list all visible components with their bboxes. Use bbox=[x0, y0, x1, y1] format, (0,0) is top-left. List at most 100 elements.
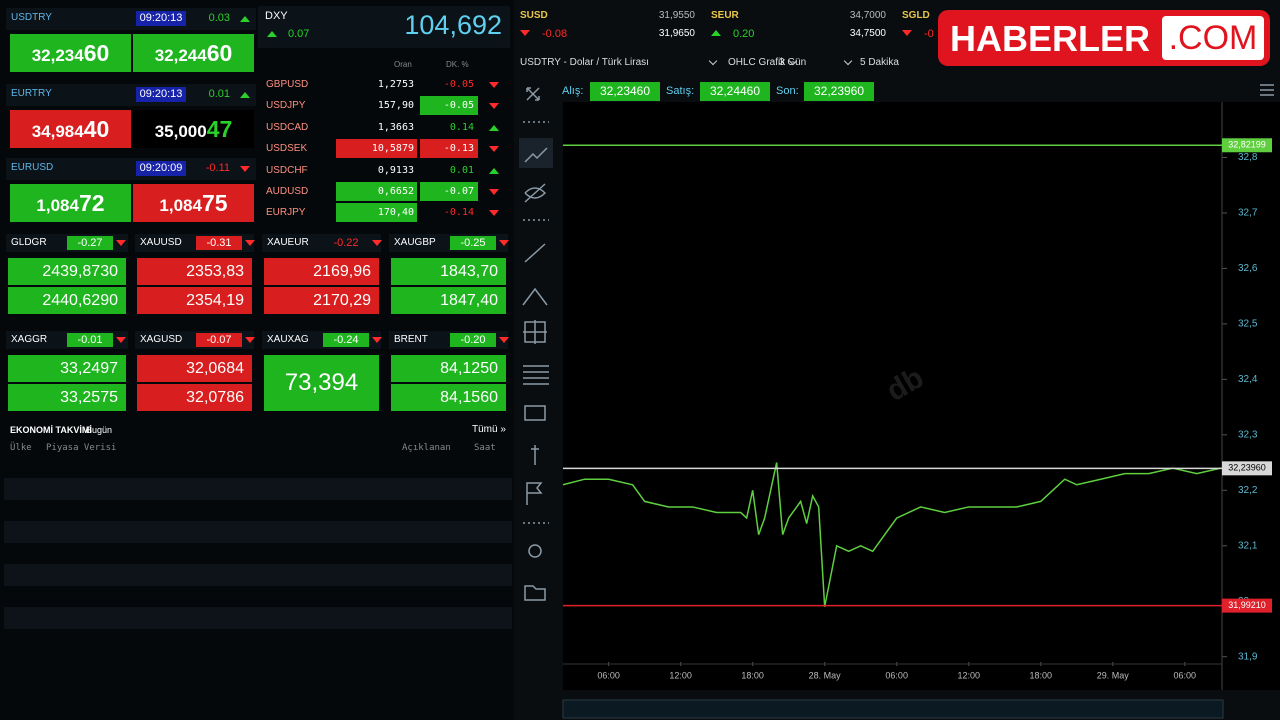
icon-zoom[interactable] bbox=[528, 544, 542, 558]
table-header: DK. % bbox=[446, 60, 469, 69]
calendar-all[interactable]: Tümü » bbox=[472, 424, 506, 435]
chart: db31,93232,132,232,332,432,532,632,732,8… bbox=[519, 84, 1280, 719]
metal-symbol: XAGGR bbox=[11, 334, 48, 345]
metal-change: -0.01 bbox=[67, 333, 113, 347]
metal-bid[interactable]: 2169,96 bbox=[264, 258, 379, 285]
icon-fullscreen[interactable] bbox=[526, 87, 540, 101]
metal-change: -0.31 bbox=[196, 236, 242, 250]
icon-fib[interactable] bbox=[522, 287, 548, 306]
x-tick-label: 06:00 bbox=[597, 670, 620, 680]
fx-ask-button[interactable]: 35,00047 bbox=[133, 110, 254, 148]
price-value: 32,23960 bbox=[804, 82, 874, 101]
metal-price[interactable]: 73,394 bbox=[264, 355, 379, 411]
arrow-up bbox=[489, 124, 499, 131]
metal-bid[interactable]: 1843,70 bbox=[391, 258, 506, 285]
metal-bid[interactable]: 32,0684 bbox=[137, 355, 252, 382]
arrow-up bbox=[240, 16, 250, 22]
y-tick-label: 31,9 bbox=[1238, 651, 1258, 662]
metal-bid[interactable]: 84,1250 bbox=[391, 355, 506, 382]
icon-text[interactable] bbox=[524, 405, 546, 421]
logo-tld: .COM bbox=[1162, 16, 1264, 60]
logo-name: HABERLER bbox=[950, 18, 1151, 59]
metal-bid[interactable]: 2439,8730 bbox=[8, 258, 126, 285]
row-rate: 0,6652 bbox=[336, 182, 417, 201]
metal-ask[interactable]: 2440,6290 bbox=[8, 287, 126, 314]
calendar-column: Açıklanan bbox=[402, 443, 451, 453]
metal-ask[interactable]: 33,2575 bbox=[8, 384, 126, 411]
fx-bid-button[interactable]: 32,23460 bbox=[10, 34, 131, 72]
metal-symbol: BRENT bbox=[394, 334, 428, 345]
calendar-row bbox=[4, 564, 512, 586]
calendar-column: Piyasa Verisi bbox=[46, 443, 117, 453]
icon-flag[interactable] bbox=[526, 482, 543, 505]
fx-header bbox=[6, 8, 256, 30]
fx-ask-button[interactable]: 32,24460 bbox=[133, 34, 254, 72]
row-change: -0.13 bbox=[420, 139, 478, 159]
metal-ask[interactable]: 1847,40 bbox=[391, 287, 506, 314]
calendar-row bbox=[4, 478, 512, 500]
price-label: Satış: bbox=[666, 85, 695, 97]
toolbar-interval[interactable]: 5 Dakika bbox=[860, 57, 899, 68]
arrow-down bbox=[489, 189, 499, 195]
icon-measure[interactable] bbox=[531, 445, 539, 465]
icon-cross[interactable] bbox=[523, 320, 547, 344]
navigator[interactable] bbox=[562, 699, 1224, 719]
icon-trend[interactable] bbox=[524, 147, 548, 163]
metal-bid[interactable]: 2353,83 bbox=[137, 258, 252, 285]
fx-price: 1,084 bbox=[159, 196, 202, 215]
icon-grid[interactable] bbox=[523, 365, 549, 385]
fx-symbol: USDTRY bbox=[11, 12, 52, 23]
logo: HABERLER .COM bbox=[938, 10, 1270, 66]
arrow-down bbox=[489, 210, 499, 217]
fx-price: 34,984 bbox=[31, 122, 84, 141]
y-tick-label: 32,5 bbox=[1238, 319, 1258, 330]
row-rate: 0,9133 bbox=[377, 164, 414, 176]
row-change: -0.05 bbox=[443, 79, 474, 90]
price-value: 32,24460 bbox=[700, 82, 770, 101]
fx-price-pips: 40 bbox=[83, 116, 110, 142]
toolbar-range[interactable]: 3 Gün bbox=[779, 57, 807, 68]
icon-hide[interactable] bbox=[524, 183, 547, 203]
table-header: Oran bbox=[394, 60, 412, 69]
metal-bid[interactable]: 33,2497 bbox=[8, 355, 126, 382]
arrow-down bbox=[116, 337, 126, 343]
fx-bid-button[interactable]: 34,98440 bbox=[10, 110, 131, 148]
arrow-down bbox=[499, 240, 509, 246]
x-tick-label: 28. May bbox=[809, 670, 842, 680]
arrow-down bbox=[245, 240, 255, 246]
metal-ask[interactable]: 84,1560 bbox=[391, 384, 506, 411]
quote-bid: 31,9550 bbox=[658, 10, 695, 21]
metal-header bbox=[262, 234, 381, 252]
quote-symbol: SUSD bbox=[520, 10, 548, 21]
fx-price-pips: 75 bbox=[201, 190, 228, 216]
quote-change: -0 bbox=[924, 28, 934, 40]
metal-ask[interactable]: 2354,19 bbox=[137, 287, 252, 314]
arrow-down bbox=[240, 166, 250, 172]
fx-price-pips: 60 bbox=[206, 40, 233, 66]
dxy-value: 104,692 bbox=[404, 10, 502, 40]
x-tick-label: 06:00 bbox=[885, 670, 908, 680]
row-change: -0.14 bbox=[443, 207, 474, 219]
arrow-down bbox=[902, 30, 912, 36]
icon-line[interactable] bbox=[524, 243, 546, 263]
arrow-down bbox=[520, 30, 530, 36]
toolbar-instrument[interactable]: USDTRY - Dolar / Türk Lirası bbox=[520, 57, 649, 68]
y-tick-label: 32,6 bbox=[1238, 263, 1258, 274]
fx-price: 32,234 bbox=[31, 46, 84, 65]
icon-folder[interactable] bbox=[524, 585, 546, 601]
calendar-day[interactable]: Bugün bbox=[86, 425, 113, 435]
toolbar-chart_type[interactable]: OHLC Grafik bbox=[728, 57, 786, 68]
fx-time: 09:20:09 bbox=[136, 161, 186, 176]
metal-ask[interactable]: 32,0786 bbox=[137, 384, 252, 411]
fx-change: 0.03 bbox=[208, 12, 230, 24]
metal-ask[interactable]: 2170,29 bbox=[264, 287, 379, 314]
row-change: 0.14 bbox=[449, 121, 474, 133]
fx-price-pips: 72 bbox=[78, 190, 105, 216]
metal-symbol: XAUUSD bbox=[140, 237, 182, 248]
calendar-row bbox=[4, 607, 512, 629]
metal-change: -0.22 bbox=[333, 237, 359, 249]
fx-ask-button[interactable]: 1,08475 bbox=[133, 184, 254, 222]
fx-bid-button[interactable]: 1,08472 bbox=[10, 184, 131, 222]
icon-menu[interactable] bbox=[1260, 84, 1274, 96]
metal-symbol: GLDGR bbox=[11, 237, 47, 248]
